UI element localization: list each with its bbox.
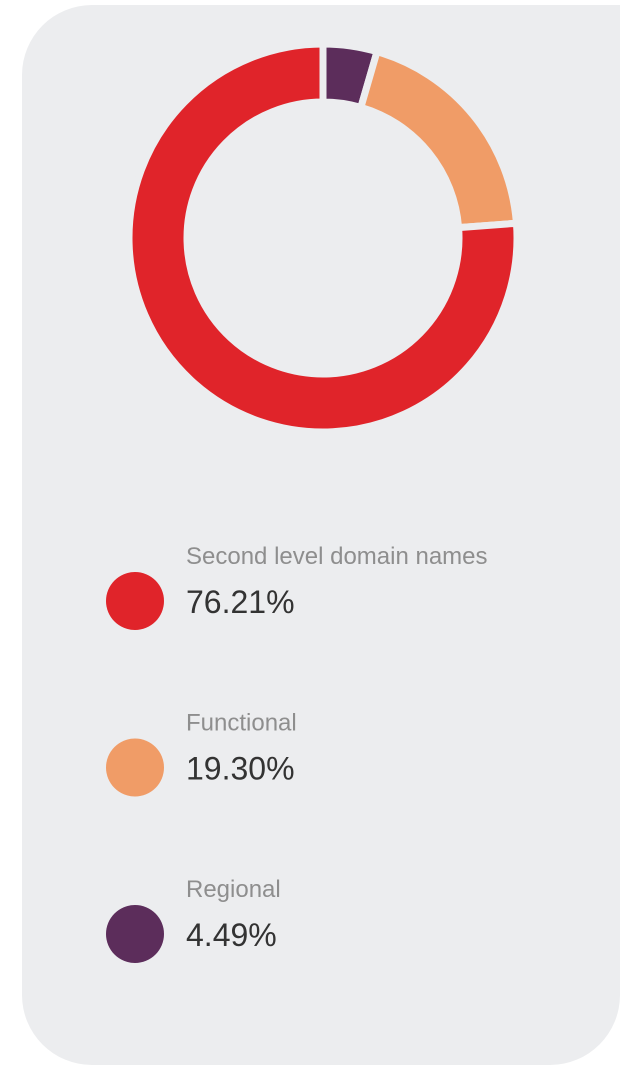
legend-label: Regional (186, 876, 281, 903)
legend-label: Second level domain names (186, 543, 488, 570)
legend-value: 19.30% (186, 751, 295, 787)
legend-label: Functional (186, 710, 297, 737)
card (22, 5, 620, 1065)
legend-swatch (106, 905, 164, 963)
legend-swatch (106, 572, 164, 630)
legend-value: 4.49% (186, 917, 277, 953)
legend-swatch (106, 738, 164, 797)
legend-value: 76.21% (186, 584, 295, 620)
donut-segment (125, 40, 521, 436)
